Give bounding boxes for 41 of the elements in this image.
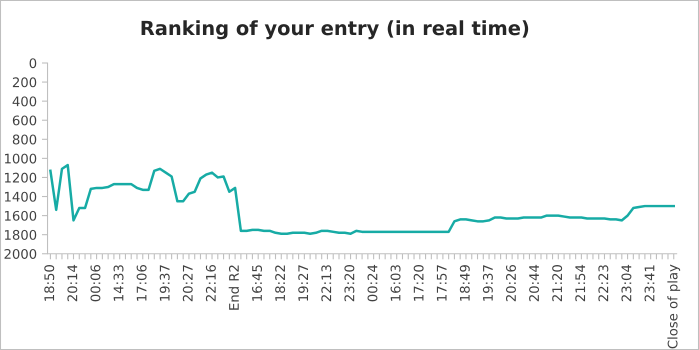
line-series — [49, 164, 675, 235]
x-tick-label: 16:03 — [390, 265, 401, 301]
x-tick-label: 20:14 — [67, 264, 78, 302]
x-tick-label: 14:33 — [114, 265, 124, 301]
x-tick-label: 18:22 — [275, 265, 286, 301]
x-tick-label: 20:26 — [506, 265, 516, 302]
x-tick-label: 23:41 — [644, 265, 654, 302]
x-tick-label: 23:20 — [344, 265, 354, 302]
chart-title: Ranking of your entry (in real time) — [142, 20, 528, 40]
x-tick-label: Close of play — [667, 264, 680, 348]
x-tick-label: 19:27 — [298, 265, 308, 301]
x-tick-label: 00:24 — [367, 264, 378, 302]
x-tick-label: 20:44 — [529, 264, 540, 302]
y-tick-label: 600 — [12, 115, 36, 126]
x-tick-label: 22:13 — [321, 265, 332, 302]
y-tick-label: 1400 — [4, 192, 36, 202]
x-tick-label: 17:06 — [136, 265, 147, 301]
y-tick-label: 1000 — [4, 154, 36, 164]
x-tick-label: 16:45 — [252, 265, 262, 301]
x-tick-label: 19:37 — [482, 265, 493, 301]
y-tick-label: 1600 — [4, 210, 36, 221]
x-tick-label: End R2 — [228, 265, 239, 310]
x-tick-label: 22:23 — [598, 265, 608, 302]
y-tick-label: 1800 — [4, 230, 36, 240]
x-tick-label: 17:20 — [414, 265, 424, 301]
y-tick-label: 0 — [30, 58, 36, 68]
y-tick-label: 2000 — [4, 248, 36, 259]
x-tick-label: 21:54 — [575, 264, 586, 302]
y-tick-label: 200 — [12, 77, 36, 88]
x-tick-label: 23:04 — [621, 264, 632, 302]
y-tick-label: 400 — [12, 96, 36, 106]
x-tick-label: 18:50 — [44, 265, 54, 301]
x-tick-label: 21:20 — [552, 265, 562, 302]
x-tick-label: 00:06 — [90, 265, 100, 302]
y-tick-label: 800 — [12, 134, 36, 144]
x-tick-label: 22:16 — [206, 265, 216, 302]
x-tick-label: 20:27 — [182, 265, 193, 302]
x-tick-label: 17:57 — [436, 265, 447, 301]
y-tick-label: 1200 — [4, 172, 36, 183]
x-tick-label: 19:37 — [160, 265, 170, 301]
x-tick-label: 18:49 — [460, 265, 470, 301]
